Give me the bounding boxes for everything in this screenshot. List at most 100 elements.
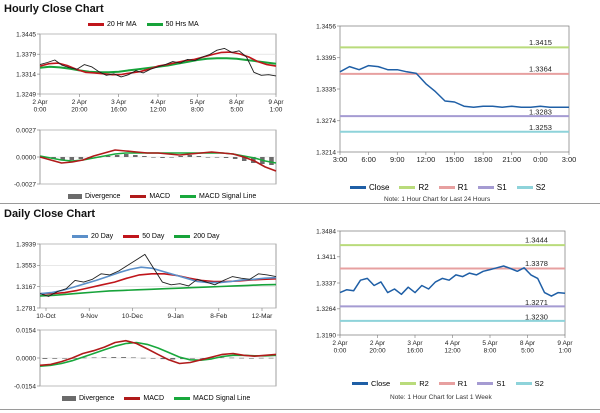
legend-swatch-ma20: [88, 23, 104, 26]
level-label-s1: 1.3271: [525, 298, 548, 307]
legend-label-r1: R1: [457, 379, 468, 388]
x-tick-label: 5 Apr: [482, 340, 498, 347]
divergence-bar: [151, 157, 156, 158]
legend-item-50day: 50 Day: [123, 233, 164, 240]
y-tick-label: 1.3379: [16, 52, 36, 59]
legend-label-s2: S2: [534, 379, 544, 388]
divergence-bar: [160, 157, 165, 158]
legend-label-ma20: 20 Hr MA: [107, 21, 137, 28]
y-tick-label: 1.3274: [316, 118, 336, 125]
legend-item-r1: R1: [438, 379, 468, 388]
legend-item-divergence: Divergence: [62, 395, 114, 402]
y-tick-label: 1.2781: [16, 305, 36, 312]
divergence-bar: [130, 357, 136, 359]
divergence-bar: [62, 358, 68, 359]
y-tick-label: 1.3395: [316, 55, 336, 62]
legend-label-macd: MACD: [143, 395, 165, 402]
y-tick-label: 0.0000: [16, 154, 36, 161]
legend-swatch-signal: [174, 397, 191, 400]
y-tick-label: 1.3939: [16, 241, 36, 248]
legend-item-macd: MACD: [130, 193, 170, 200]
legend-swatch-divergence: [62, 396, 76, 401]
x-tick-label: 12-Mar: [252, 313, 273, 320]
legend-swatch-s1: [477, 382, 494, 385]
x-tick-label: 20:00: [71, 107, 88, 114]
divergence-bar: [121, 357, 127, 358]
legend-item-close: Close: [350, 183, 389, 192]
legend-label-signal: MACD Signal Line: [193, 395, 251, 402]
y-tick-label: 0.0154: [16, 327, 36, 334]
divergence-bar: [199, 358, 205, 359]
divergence-bar: [52, 358, 58, 359]
y-tick-label: -0.0154: [14, 383, 36, 390]
divergence-bar: [189, 358, 195, 359]
series-line-macd: [39, 149, 277, 172]
legend-item-200day: 200 Day: [174, 233, 219, 240]
x-tick-label: 8-Feb: [210, 313, 227, 320]
legend-item-s1: S1: [477, 379, 506, 388]
y-tick-label: 1.3484: [316, 228, 336, 235]
divergence-bar: [60, 157, 65, 160]
daily-levels-legend: Close R2 R1 S1 S2: [352, 379, 544, 388]
x-tick-label: 12:00: [444, 348, 461, 355]
series-line-50day: [40, 272, 277, 295]
x-tick-label: 18:00: [474, 155, 493, 164]
level-label-r2: 1.3444: [525, 236, 548, 245]
x-tick-label: 9 Apr: [268, 99, 284, 106]
hourly-section-title: Hourly Close Chart: [4, 3, 104, 15]
legend-swatch-macd: [124, 397, 141, 400]
series-line-20hr-ma: [39, 51, 277, 76]
x-tick-label: 0:00: [533, 155, 548, 164]
x-tick-label: 1:00: [559, 348, 572, 355]
divergence-bar: [232, 157, 238, 159]
x-tick-label: 8 Apr: [520, 340, 536, 347]
divergence-bar: [150, 358, 156, 359]
divergence-bar: [78, 157, 84, 159]
daily-section-title: Daily Close Chart: [4, 208, 96, 220]
legend-label-divergence: Divergence: [79, 395, 115, 402]
legend-label-s1: S1: [496, 183, 507, 192]
legend-swatch-200day: [174, 235, 191, 238]
divergence-bar: [140, 357, 146, 359]
divergence-bar: [219, 357, 225, 359]
legend-swatch-r1: [438, 382, 455, 385]
hourly-macd-legend: Divergence MACD MACD Signal Line: [68, 193, 256, 200]
divergence-bar: [229, 357, 235, 359]
y-tick-label: 1.3249: [16, 91, 36, 98]
y-tick-label: 1.3445: [16, 31, 36, 38]
x-tick-label: 4 Apr: [150, 99, 166, 106]
x-tick-label: 8:00: [484, 348, 497, 355]
y-tick-label: 1.3335: [316, 86, 336, 93]
divergence-bar: [91, 357, 97, 359]
hourly-levels-note: Note: 1 Hour Chart for Last 24 Hours: [384, 196, 491, 203]
x-tick-label: 0:00: [334, 348, 347, 355]
series-line-20day: [39, 266, 277, 295]
legend-label-r1: R1: [457, 183, 468, 192]
divergence-bar: [123, 154, 129, 157]
legend-label-close: Close: [371, 379, 391, 388]
series-line-50hr-ma: [39, 57, 277, 74]
legend-swatch-50day: [123, 235, 140, 238]
series-line-close: [339, 265, 566, 297]
divergence-bar: [133, 155, 138, 157]
legend-label-divergence: Divergence: [85, 193, 121, 200]
legend-swatch-macd: [130, 195, 147, 198]
series-line-close: [339, 64, 569, 108]
divergence-bar: [69, 157, 75, 160]
y-tick-label: 1.3190: [316, 332, 336, 339]
legend-swatch-r1: [438, 186, 455, 189]
legend-item-ma20: 20 Hr MA: [88, 21, 137, 28]
divergence-bar: [111, 357, 117, 358]
y-tick-label: 0.0000: [16, 355, 36, 362]
section-divider: [0, 203, 600, 204]
bottom-divider: [0, 409, 600, 410]
legend-swatch-20day: [72, 235, 88, 238]
legend-swatch-r2: [399, 186, 416, 189]
divergence-bar: [160, 358, 166, 360]
legend-item-divergence: Divergence: [68, 193, 120, 200]
divergence-bar: [248, 358, 254, 359]
x-tick-label: 16:00: [111, 107, 128, 114]
x-tick-label: 10-Oct: [36, 313, 56, 320]
divergence-bar: [142, 156, 147, 157]
x-tick-label: 4 Apr: [445, 340, 461, 347]
